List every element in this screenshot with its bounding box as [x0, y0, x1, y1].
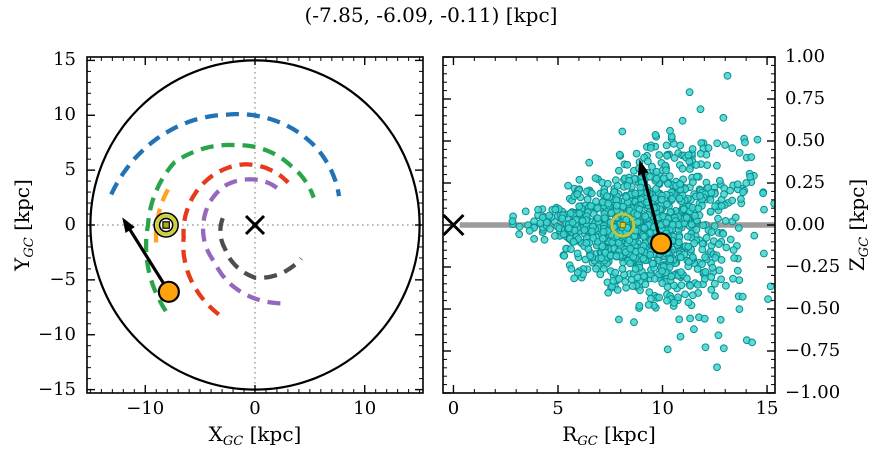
spiral-arm-purple [200, 177, 282, 306]
y-tick-label: 5 [64, 159, 76, 181]
sun-marker [153, 212, 179, 238]
y-tick-label: −1.00 [785, 382, 841, 403]
star-position-marker [649, 232, 673, 255]
z-axis-label-right-panel: ZGC [kpc] [845, 178, 872, 272]
radius-height-view [459, 71, 775, 372]
y-tick-label: −0.50 [785, 298, 841, 319]
galactic-plane-view-markers [122, 212, 266, 303]
x-tick-label: 0 [447, 398, 460, 419]
velocity-arrow [637, 159, 663, 244]
y-tick-label: −5 [49, 268, 76, 290]
x-tick-label: 10 [651, 398, 674, 419]
y-tick-label: 10 [53, 104, 76, 126]
y-tick-label: 1.00 [785, 46, 826, 67]
spiral-arm-inner-gray [218, 217, 303, 281]
spiral-arm-green [143, 142, 316, 313]
y-tick-label: 0.00 [785, 214, 826, 235]
radius-height-view-axes [442, 56, 776, 394]
velocity-arrow [122, 217, 171, 293]
galactic-plane-view-axes [86, 56, 424, 394]
x-axis-label-right-panel: RGC [kpc] [562, 422, 656, 449]
star-position-marker [157, 280, 180, 303]
y-tick-label: −0.25 [785, 256, 841, 277]
y-tick-label: 15 [53, 49, 76, 71]
radius-height-view-markers [442, 159, 673, 255]
spiral-arm-red [181, 162, 290, 317]
y-tick-label: −0.75 [785, 340, 841, 361]
galactic-center-marker [244, 214, 266, 236]
sun-marker [610, 212, 636, 238]
y-tick-label: 0.75 [785, 88, 826, 109]
y-tick-label: 0 [64, 214, 76, 235]
y-tick-label: −15 [38, 378, 76, 400]
y-tick-label: 0.50 [785, 130, 826, 151]
star-scatter-points [508, 71, 775, 372]
y-tick-label: −10 [38, 323, 76, 345]
galactic-center-marker [442, 213, 465, 237]
x-tick-label: 10 [353, 398, 377, 419]
figure-title: (-7.85, -6.09, -0.11) [kpc] [304, 3, 558, 27]
x-tick-label: 15 [755, 398, 779, 419]
y-tick-label: 0.25 [785, 172, 826, 193]
x-axis-label-left-panel: XGC [kpc] [208, 422, 302, 449]
y-axis-label-left-panel: YGC [kpc] [10, 179, 37, 271]
x-tick-label: −10 [126, 398, 165, 419]
x-tick-label: 5 [552, 398, 564, 419]
x-tick-label: 0 [249, 398, 261, 419]
spiral-arm-blue [109, 111, 342, 197]
